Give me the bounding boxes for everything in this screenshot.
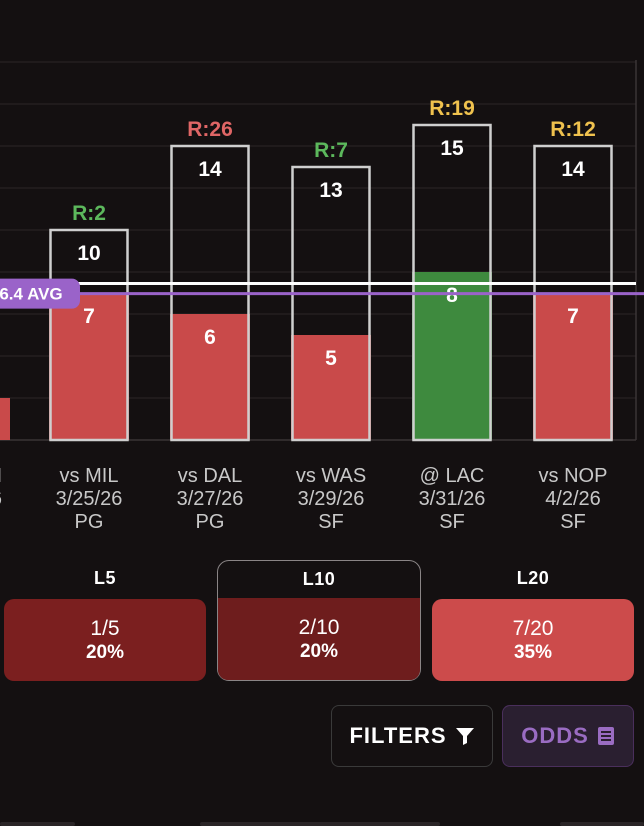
split-count: 7/20 (512, 617, 554, 640)
bar-range-total-label: 14 (561, 158, 585, 181)
x-label-position: SF (560, 511, 586, 533)
bar-rank-label: R:19 (429, 97, 475, 120)
bar-value[interactable] (170, 314, 250, 440)
x-label-date: 4/2/26 (545, 488, 601, 510)
filters-button[interactable]: FILTERS (331, 705, 493, 767)
bar-value-label: 5 (325, 347, 337, 370)
x-label-date: 3/31/26 (419, 488, 486, 510)
bar-value-label: 6 (204, 326, 216, 349)
split-label: L5 (93, 568, 116, 588)
bar-rank-label: R:7 (314, 139, 348, 162)
bar-rank-label: R:2 (72, 202, 106, 225)
split-count: 2/10 (298, 616, 340, 639)
odds-button[interactable]: ODDS (502, 705, 634, 767)
bar-range-total-label: 14 (198, 158, 222, 181)
split-percent: 20% (85, 642, 125, 663)
x-label-position: SF (439, 511, 465, 533)
bar-range-total-label: 10 (77, 242, 100, 265)
funnel-icon (455, 728, 474, 745)
bar-value-label: 7 (83, 305, 95, 328)
split-count: 1/5 (90, 617, 120, 640)
bar-range-total-label: 15 (440, 137, 464, 160)
bar-value[interactable] (0, 398, 10, 440)
bar-rank-label: R:26 (187, 118, 233, 141)
x-label-position: PG (196, 511, 225, 533)
x-label-position: PG (75, 511, 104, 533)
x-label-opponent: @ LAC (420, 465, 485, 487)
bar-value[interactable] (412, 272, 492, 440)
bottom-scroll-strip (0, 822, 644, 826)
filters-label: FILTERS (349, 723, 447, 748)
split-label: L20 (516, 568, 550, 588)
average-label: 6.4 AVG (0, 285, 63, 304)
x-label-opponent: vs MIL (60, 465, 119, 487)
x-label-opponent: vs DAL (178, 465, 242, 487)
split-box: 7/20 35% (432, 599, 634, 681)
x-label-date: 3/27/26 (177, 488, 244, 510)
split-card-l5[interactable]: L5 1/5 20% (4, 560, 206, 681)
x-label-position: SF (318, 511, 344, 533)
bar-value[interactable] (291, 335, 371, 440)
bar-value[interactable] (533, 293, 613, 440)
average-pill (0, 278, 80, 309)
hit-rate-splits: L5 1/5 20% L10 2/10 20% L20 7/20 35% (0, 560, 644, 690)
bar-value[interactable] (49, 293, 129, 440)
split-box: 1/5 20% (4, 599, 206, 681)
split-percent: 20% (299, 641, 339, 662)
x-label-date: 3/29/26 (298, 488, 365, 510)
bar-rank-label: R:12 (550, 118, 596, 141)
bar-range-outline (49, 228, 129, 442)
bar-range-outline (291, 165, 371, 442)
bar-value-label: 8 (446, 284, 458, 307)
book-icon (597, 727, 614, 745)
bar-range-total-label: 13 (319, 179, 342, 202)
x-label-opponent: N (0, 465, 2, 487)
split-label: L10 (302, 569, 336, 589)
split-box: 2/10 20% (218, 598, 420, 680)
split-card-l20[interactable]: L20 7/20 35% (432, 560, 634, 681)
x-label-date: 6 (0, 488, 2, 510)
x-label-opponent: vs NOP (539, 465, 608, 487)
split-percent: 35% (513, 642, 553, 663)
x-label-date: 3/25/26 (56, 488, 123, 510)
odds-label: ODDS (521, 723, 589, 748)
x-label-opponent: vs WAS (296, 465, 366, 487)
split-card-l10[interactable]: L10 2/10 20% (217, 560, 421, 681)
bar-value-label: 7 (567, 305, 579, 328)
